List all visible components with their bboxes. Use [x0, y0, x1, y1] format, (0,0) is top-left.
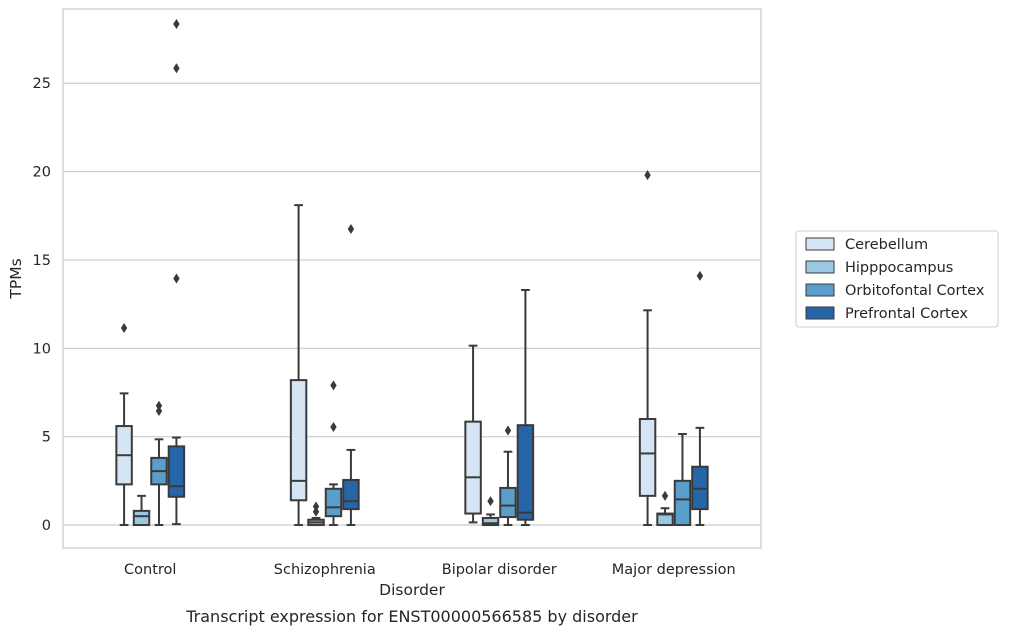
box [499, 425, 517, 527]
outlier-point [347, 224, 355, 235]
box [481, 496, 500, 527]
legend-label: Orbitofontal Cortex [845, 283, 985, 299]
x-tick-label: Bipolar disorder [442, 562, 557, 578]
box-body [516, 424, 535, 521]
box-body [132, 509, 151, 527]
legend-frame [795, 230, 999, 328]
y-axis-ticks: 0 5 10 15 20 25 [33, 76, 51, 534]
series-orbitofontal-cortex [150, 380, 692, 527]
legend-swatch [805, 260, 835, 274]
box [342, 224, 360, 527]
box-plot-series [115, 19, 709, 527]
box-body [342, 478, 360, 511]
x-tick-label: Control [124, 562, 176, 578]
outlier-point [173, 273, 180, 284]
outlier-point [155, 400, 163, 411]
box [115, 322, 133, 527]
y-tick-label: 20 [33, 165, 51, 181]
box [638, 170, 657, 527]
box-body [499, 486, 517, 519]
series-prefrontal-cortex [167, 19, 709, 527]
y-tick-label: 15 [33, 253, 51, 269]
x-axis-ticks: Control Schizophrenia Bipolar disorder Majo… [124, 562, 736, 578]
outlier-point [173, 19, 180, 30]
y-tick-label: 5 [42, 430, 51, 446]
box [167, 19, 186, 526]
box [673, 433, 692, 527]
box-body [324, 487, 343, 518]
outlier-point [661, 490, 669, 501]
box [289, 204, 308, 527]
outlier-point [330, 380, 337, 391]
y-axis-label: TPMs [7, 258, 25, 299]
y-tick-label: 25 [33, 76, 51, 92]
x-tick-label: Schizophrenia [274, 562, 376, 578]
outlier-point [644, 170, 651, 181]
outlier-point [696, 270, 704, 281]
box-body [167, 445, 186, 498]
y-tick-label: 0 [42, 518, 51, 534]
box [691, 270, 709, 527]
outlier-point [312, 506, 320, 517]
box-body [481, 516, 500, 527]
box [132, 494, 151, 527]
box-body [464, 420, 482, 515]
legend-label: Hipppocampus [845, 260, 953, 276]
x-axis-label: Disorder [379, 581, 445, 599]
legend-swatch [805, 283, 835, 297]
outlier-point [312, 501, 320, 512]
legend-label: Cerebellum [845, 237, 928, 253]
outlier-point [487, 496, 494, 507]
y-tick-label: 10 [33, 341, 51, 357]
box [464, 344, 482, 524]
outlier-point [173, 63, 180, 74]
series-hipppocampus [132, 490, 674, 527]
legend-label: Prefrontal Cortex [845, 306, 968, 322]
box-body [289, 379, 308, 502]
box [656, 490, 674, 527]
outlier-point [155, 406, 163, 417]
x-tick-label: Major depression [612, 562, 736, 578]
legend-swatch [805, 237, 835, 251]
chart-caption: Transcript expression for ENST0000056658… [185, 607, 638, 626]
box [516, 288, 535, 527]
series-cerebellum [115, 170, 657, 527]
plot-frame [62, 8, 762, 549]
box [307, 501, 325, 527]
outlier-point [330, 421, 337, 432]
legend: Cerebellum Hipppocampus Orbitofontal Corte… [795, 230, 999, 328]
outlier-point [504, 425, 512, 436]
legend-swatch [805, 306, 835, 320]
outlier-point [120, 322, 128, 333]
box-body [638, 417, 657, 497]
box [324, 380, 343, 527]
box [150, 400, 168, 527]
box-body [673, 479, 692, 527]
